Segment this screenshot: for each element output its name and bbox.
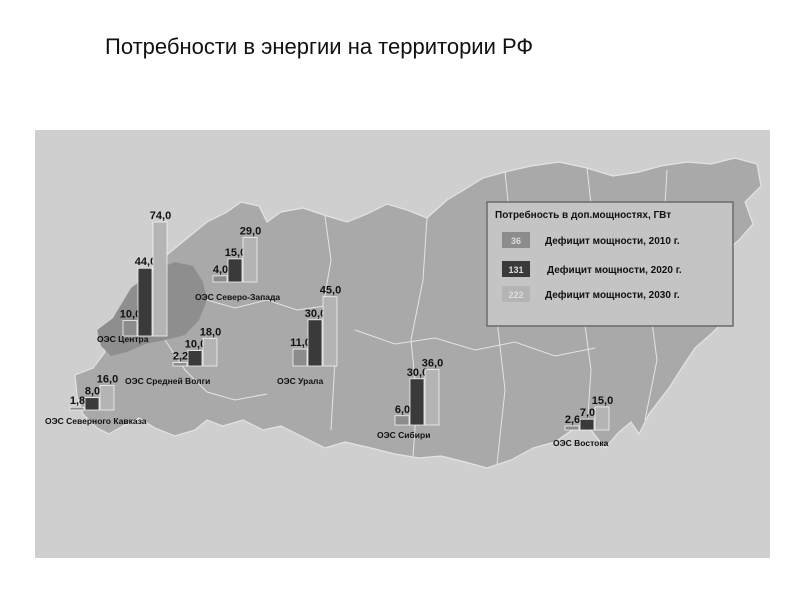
bar-value-label: 4,0: [213, 264, 228, 276]
bar-value-label: 15,0: [592, 395, 613, 407]
bar-value-label: 18,0: [200, 326, 221, 338]
bar-value-label: 10,0: [120, 309, 141, 321]
bar: [242, 236, 258, 283]
bar-group: 2,210,018,0 ОЭС Средней Волги: [125, 326, 221, 386]
russia-map-chart: Потребность в доп.мощностях, ГВт 36 Дефи…: [35, 130, 770, 558]
bar-value-label: 29,0: [240, 225, 261, 237]
bar: [99, 384, 115, 411]
bar: [212, 275, 228, 283]
region-label: ОЭС Северного Кавказа: [45, 416, 147, 426]
bar-value-label: 44,0: [135, 256, 156, 268]
bar-value-label: 2,2: [173, 351, 188, 363]
bar-value-label: 2,6: [565, 414, 580, 426]
bar: [564, 425, 580, 431]
bar-value-label: 15,0: [225, 247, 246, 259]
bar-value-label: 10,0: [185, 339, 206, 351]
bar: [394, 415, 410, 426]
bar: [424, 369, 440, 426]
bar-group: 11,0 30,0 45,0 ОЭС Урала: [277, 285, 341, 386]
bar-value-label: 1,8: [70, 395, 85, 407]
bar-group: 1,88,016,0 ОЭС Северного Кавказа: [45, 373, 147, 426]
bar: [579, 418, 595, 431]
region-label: ОЭС Востока: [553, 438, 609, 448]
bar-value-label: 30,0: [407, 367, 428, 379]
legend-swatch-2030-number: 222: [508, 290, 523, 300]
bars-layer: 10,0 44,0 74,0 ОЭС Центра 4,0 15,0 29,0 ОЭС Сев…: [45, 210, 613, 448]
bar-value-label: 30,0: [305, 308, 326, 320]
legend-label-2020: Дефицит мощности, 2020 г.: [547, 264, 682, 276]
bar: [409, 378, 425, 426]
bar-group: 10,0 44,0 74,0 ОЭС Центра: [97, 210, 171, 344]
legend-title: Потребность в доп.мощностях, ГВт: [495, 209, 671, 221]
bar-value-label: 7,0: [580, 407, 595, 419]
bar-value-label: 6,0: [395, 404, 410, 416]
bar: [172, 362, 188, 367]
bar-value-label: 16,0: [97, 373, 118, 385]
legend-swatch-2020: [502, 261, 530, 277]
bar-value-label: 74,0: [150, 210, 171, 222]
bar: [152, 221, 168, 337]
bar: [187, 350, 203, 367]
legend-swatch-2010-number: 36: [511, 236, 521, 246]
bar: [322, 296, 338, 367]
bar-group: 2,67,015,0 ОЭС Востока: [553, 395, 613, 448]
bar: [594, 406, 610, 431]
bar: [307, 319, 323, 367]
legend-swatch-2020-number: 131: [508, 265, 523, 275]
bar-value-label: 45,0: [320, 285, 341, 297]
bar: [227, 258, 243, 283]
bar-value-label: 36,0: [422, 358, 443, 370]
bar-value-label: 8,0: [85, 386, 100, 398]
bar-group: 4,0 15,0 29,0 ОЭС Северо-Запада: [195, 225, 280, 302]
legend-label-2030: Дефицит мощности, 2030 г.: [545, 289, 680, 301]
bar: [292, 348, 308, 367]
bar: [84, 397, 100, 411]
chart-legend: Потребность в доп.мощностях, ГВт 36 Дефи…: [486, 201, 734, 327]
bar: [122, 320, 138, 337]
page-title: Потребности в энергии на территории РФ: [105, 34, 534, 59]
bar: [137, 267, 153, 337]
region-label: ОЭС Сибири: [377, 430, 430, 440]
region-label: ОЭС Центра: [97, 334, 149, 344]
region-label: ОЭС Средней Волги: [125, 376, 210, 386]
bar: [69, 406, 85, 411]
region-label: ОЭС Урала: [277, 376, 323, 386]
legend-label-2010: Дефицит мощности, 2010 г.: [545, 235, 680, 247]
legend-swatch-2010: [502, 232, 530, 248]
legend-swatch-2030: [502, 286, 530, 302]
region-label: ОЭС Северо-Запада: [195, 292, 280, 302]
bar: [202, 337, 218, 367]
bar-group: 6,0 30,036,0 ОЭС Сибири: [377, 358, 443, 440]
bar-value-label: 11,0: [290, 337, 311, 349]
